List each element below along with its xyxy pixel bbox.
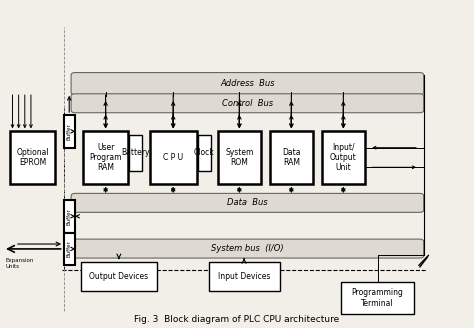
Text: Data
RAM: Data RAM [282, 148, 301, 167]
FancyBboxPatch shape [71, 239, 424, 258]
Bar [129, 134, 143, 171]
Bar [64, 233, 75, 265]
Text: Address  Bus: Address Bus [220, 79, 274, 88]
Text: Input/
Output
Unit: Input/ Output Unit [330, 143, 357, 173]
Bar [64, 200, 75, 233]
Bar [150, 131, 197, 184]
Text: User
Program
RAM: User Program RAM [90, 143, 122, 173]
Text: Expansion
Units: Expansion Units [5, 258, 34, 269]
Text: Buffer: Buffer [67, 208, 72, 225]
Bar [322, 131, 365, 184]
Bar [341, 281, 414, 314]
Text: Data  Bus: Data Bus [227, 198, 268, 207]
Text: System bus  (I/O): System bus (I/O) [211, 244, 284, 253]
Bar [10, 131, 55, 184]
FancyBboxPatch shape [71, 72, 424, 95]
Text: Programming
Terminal: Programming Terminal [352, 288, 403, 308]
Bar [218, 131, 261, 184]
Text: Clock: Clock [194, 148, 215, 157]
Text: Optional
EPROM: Optional EPROM [16, 148, 49, 167]
Text: System
ROM: System ROM [225, 148, 254, 167]
Text: Buffer: Buffer [67, 123, 72, 140]
Bar [270, 131, 313, 184]
Bar [81, 262, 156, 291]
Bar [198, 134, 211, 171]
Text: Output Devices: Output Devices [89, 272, 148, 281]
FancyBboxPatch shape [71, 94, 424, 113]
Text: Control  Bus: Control Bus [222, 99, 273, 108]
FancyBboxPatch shape [71, 194, 424, 212]
Bar [83, 131, 128, 184]
Bar [209, 262, 280, 291]
Text: Input Devices: Input Devices [218, 272, 270, 281]
Text: C P U: C P U [163, 153, 183, 162]
Text: Fig. 3  Block diagram of PLC CPU architecture: Fig. 3 Block diagram of PLC CPU architec… [134, 315, 340, 324]
Text: Battery: Battery [122, 148, 150, 157]
Bar [64, 115, 75, 148]
Text: Buffer: Buffer [67, 240, 72, 257]
